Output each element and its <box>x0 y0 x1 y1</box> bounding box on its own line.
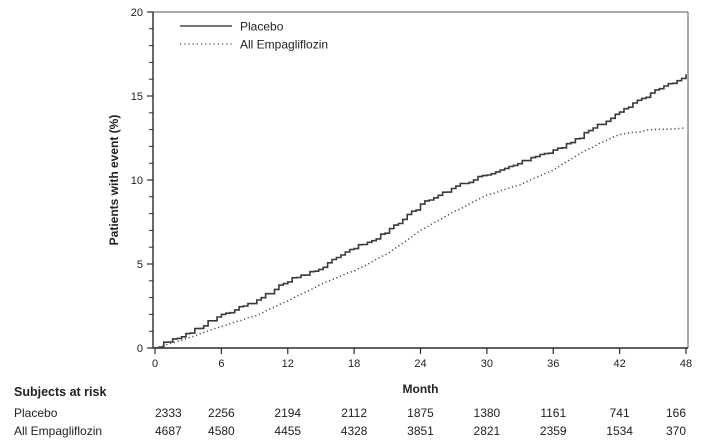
y-axis-title: Patients with event (%) <box>107 115 121 246</box>
risk-value: 2333 <box>155 406 182 420</box>
x-axis-ticks: 0 6 12 18 24 30 36 42 48 <box>152 348 692 370</box>
risk-value: 4580 <box>208 424 235 438</box>
risk-value: 741 <box>610 406 630 420</box>
empagliflozin-curve <box>154 127 687 349</box>
x-tick-label: 24 <box>414 358 426 370</box>
x-axis-title: Month <box>403 382 439 396</box>
risk-value: 2194 <box>274 406 301 420</box>
x-tick-label: 0 <box>152 358 158 370</box>
y-tick-label: 5 <box>137 259 143 271</box>
risk-value: 2359 <box>540 424 567 438</box>
risk-value: 1161 <box>540 406 566 420</box>
risk-value: 1875 <box>407 406 434 420</box>
risk-value: 1380 <box>474 406 501 420</box>
risk-value: 3851 <box>407 424 434 438</box>
risk-value: 2821 <box>474 424 501 438</box>
x-tick-label: 42 <box>614 358 626 370</box>
risk-table-title: Subjects at risk <box>14 385 106 399</box>
x-tick-label: 18 <box>348 358 360 370</box>
y-tick-label: 20 <box>131 7 143 19</box>
x-tick-label: 6 <box>218 358 224 370</box>
risk-value: 4328 <box>341 424 368 438</box>
placebo-curve <box>155 74 687 349</box>
risk-table: Subjects at risk Placebo All Empaglifloz… <box>14 385 686 438</box>
risk-value: 2112 <box>341 406 367 420</box>
x-tick-label: 48 <box>680 358 692 370</box>
risk-row-label-placebo: Placebo <box>14 406 58 420</box>
risk-value: 1534 <box>606 424 633 438</box>
risk-table-values: 2333 2256 2194 2112 1875 1380 1161 741 166 4687 45… <box>155 406 686 438</box>
y-axis-ticks: 0 5 10 15 20 <box>131 7 153 355</box>
risk-value: 166 <box>666 406 686 420</box>
legend-label-placebo: Placebo <box>240 20 284 34</box>
risk-row-label-empagliflozin: All Empagliflozin <box>14 424 102 438</box>
y-tick-label: 0 <box>137 343 143 355</box>
risk-value: 370 <box>666 424 686 438</box>
risk-value: 4455 <box>274 424 301 438</box>
y-tick-label: 10 <box>131 175 143 187</box>
x-tick-label: 12 <box>282 358 294 370</box>
x-tick-label: 30 <box>481 358 493 370</box>
plot-frame <box>152 11 689 349</box>
risk-value: 4687 <box>155 424 182 438</box>
legend: Placebo All Empagliflozin <box>180 20 328 52</box>
y-tick-label: 15 <box>131 91 143 103</box>
legend-label-empagliflozin: All Empagliflozin <box>240 38 328 52</box>
x-tick-label: 36 <box>547 358 559 370</box>
risk-value: 2256 <box>208 406 235 420</box>
